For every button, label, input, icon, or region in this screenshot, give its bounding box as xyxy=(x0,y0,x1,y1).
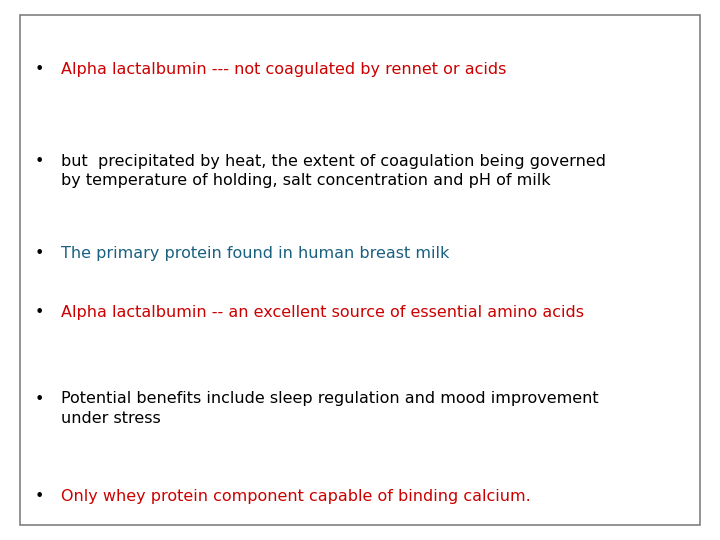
Text: but  precipitated by heat, the extent of coagulation being governed
by temperatu: but precipitated by heat, the extent of … xyxy=(61,154,606,188)
Text: •: • xyxy=(35,154,45,169)
Text: •: • xyxy=(35,62,45,77)
FancyBboxPatch shape xyxy=(20,15,700,525)
Text: Alpha lactalbumin -- an excellent source of essential amino acids: Alpha lactalbumin -- an excellent source… xyxy=(61,305,584,320)
Text: Potential benefits include sleep regulation and mood improvement
under stress: Potential benefits include sleep regulat… xyxy=(61,392,599,426)
Text: •: • xyxy=(35,246,45,261)
Text: The primary protein found in human breast milk: The primary protein found in human breas… xyxy=(61,246,449,261)
Text: Alpha lactalbumin --- not coagulated by rennet or acids: Alpha lactalbumin --- not coagulated by … xyxy=(61,62,507,77)
Text: •: • xyxy=(35,305,45,320)
Text: •: • xyxy=(35,489,45,504)
Text: Only whey protein component capable of binding calcium.: Only whey protein component capable of b… xyxy=(61,489,531,504)
Text: •: • xyxy=(35,392,45,407)
